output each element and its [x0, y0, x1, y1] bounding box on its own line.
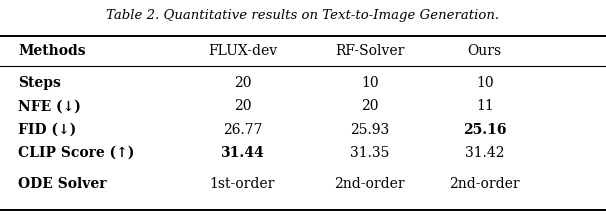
- Text: 26.77: 26.77: [222, 123, 262, 137]
- Text: 25.16: 25.16: [463, 123, 507, 137]
- Text: 20: 20: [234, 99, 251, 113]
- Text: 20: 20: [361, 99, 378, 113]
- Text: 1st-order: 1st-order: [210, 177, 275, 191]
- Text: Ours: Ours: [468, 44, 502, 58]
- Text: Steps: Steps: [18, 76, 61, 90]
- Text: 31.35: 31.35: [350, 146, 389, 160]
- Text: NFE (↓): NFE (↓): [18, 99, 81, 113]
- Text: 10: 10: [361, 76, 379, 90]
- Text: FLUX-dev: FLUX-dev: [208, 44, 277, 58]
- Text: FID (↓): FID (↓): [18, 123, 76, 137]
- Text: 2nd-order: 2nd-order: [335, 177, 405, 191]
- Text: 11: 11: [476, 99, 494, 113]
- Text: Table 2. Quantitative results on Text-to-Image Generation.: Table 2. Quantitative results on Text-to…: [107, 9, 499, 22]
- Text: 25.93: 25.93: [350, 123, 389, 137]
- Text: 2nd-order: 2nd-order: [450, 177, 520, 191]
- Text: 10: 10: [476, 76, 494, 90]
- Text: Methods: Methods: [18, 44, 86, 58]
- Text: 31.42: 31.42: [465, 146, 505, 160]
- Text: ODE Solver: ODE Solver: [18, 177, 107, 191]
- Text: 31.44: 31.44: [221, 146, 264, 160]
- Text: CLIP Score (↑): CLIP Score (↑): [18, 146, 135, 160]
- Text: RF-Solver: RF-Solver: [335, 44, 404, 58]
- Text: 20: 20: [234, 76, 251, 90]
